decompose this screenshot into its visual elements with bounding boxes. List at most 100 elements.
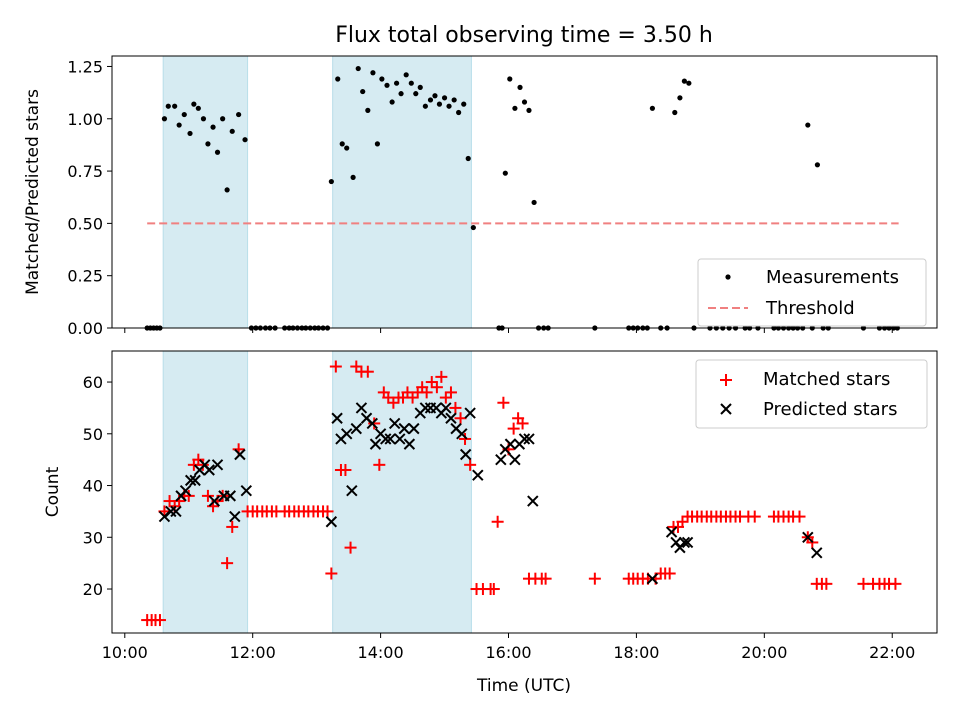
predicted-star-point	[179, 484, 192, 497]
predicted-star-point	[495, 453, 507, 466]
bottom-legend: Matched stars Predicted stars	[695, 359, 928, 429]
measurement-point	[384, 82, 390, 88]
bottom-panel: 20 30 40 50 60 10:00 12:00 14:00 16:00 18:00 20:0…	[43, 350, 938, 696]
bottom-data-points	[141, 360, 902, 627]
predicted-star-point	[350, 422, 363, 435]
matched-star-point	[491, 515, 504, 528]
predicted-star-point	[189, 474, 201, 487]
matched-star-point	[449, 401, 462, 414]
predicted-star-point	[208, 495, 221, 507]
matched-star-point	[153, 614, 166, 627]
predicted-star-point	[456, 428, 468, 440]
measurement-point	[413, 91, 419, 97]
measurement-point	[507, 76, 513, 82]
predicted-star-point	[170, 505, 182, 518]
y-tick-label: 40	[83, 477, 103, 496]
measurement-point	[328, 178, 334, 185]
matched-star-point	[793, 510, 806, 523]
matched-star-point	[373, 458, 386, 471]
matched-star-point	[889, 577, 902, 590]
matched-star-point	[201, 489, 214, 502]
measurement-point	[403, 72, 409, 78]
x-tick-label: 22:00	[869, 643, 915, 662]
measurement-point	[161, 116, 168, 122]
measurement-point	[339, 141, 345, 147]
measurement-point	[214, 149, 221, 155]
legend-predicted-label: Predicted stars	[763, 399, 897, 420]
matched-star-point	[663, 567, 676, 580]
matched-star-point	[182, 489, 195, 502]
predicted-star-point	[234, 448, 246, 461]
top-axes-frame	[111, 55, 938, 329]
predicted-star-point	[203, 464, 215, 476]
bottom-x-ticks: 10:00 12:00 14:00 16:00 18:00 20:00 22:00	[102, 633, 915, 662]
top-legend: Measurements Threshold	[697, 258, 927, 327]
predicted-star-point	[665, 526, 678, 538]
x-tick-label: 12:00	[230, 643, 276, 662]
matched-star-point	[820, 577, 833, 590]
predicted-star-point	[384, 433, 396, 445]
measurement-point	[176, 122, 182, 128]
matched-star-point	[676, 515, 689, 528]
matched-star-point	[321, 505, 334, 518]
predicted-star-point	[398, 422, 410, 435]
matched-star-point	[464, 458, 477, 471]
predicted-star-point	[523, 433, 535, 445]
measurement-point	[210, 124, 216, 130]
predicted-star-point	[366, 417, 378, 430]
matched-star-point	[221, 557, 234, 570]
matched-star-point	[425, 376, 438, 389]
predicted-star-point	[445, 412, 457, 424]
measurement-point	[681, 78, 687, 84]
measurement-point	[350, 174, 356, 180]
predicted-star-point	[325, 516, 338, 528]
y-tick-label: 0.50	[67, 214, 103, 233]
x-tick-label: 10:00	[102, 643, 148, 662]
measurement-point	[344, 145, 350, 151]
predicted-star-point	[369, 438, 382, 450]
measurement-point	[389, 99, 395, 105]
shaded-interval	[332, 55, 472, 329]
matched-star-point	[329, 360, 342, 373]
matched-star-point	[420, 386, 433, 399]
bottom-y-axis-label: Count	[43, 466, 63, 517]
measurement-point	[191, 101, 197, 107]
matched-star-point	[401, 386, 414, 399]
matched-star-point	[516, 417, 529, 430]
measurement-point	[512, 105, 518, 111]
matched-star-point	[435, 370, 448, 383]
measurement-point	[220, 116, 226, 122]
matched-star-point	[339, 464, 352, 477]
predicted-star-point	[408, 422, 420, 435]
bottom-axes-frame	[111, 350, 938, 634]
predicted-star-point	[331, 412, 343, 424]
measurement-point	[456, 109, 462, 116]
measurement-point	[451, 97, 457, 103]
measurement-point	[531, 199, 537, 206]
legend-threshold-label: Threshold	[765, 298, 855, 319]
y-tick-label: 1.25	[67, 57, 103, 76]
predicted-star-point	[240, 484, 253, 497]
matched-star-point	[325, 567, 338, 580]
measurement-point	[417, 84, 423, 90]
legend-measurements-label: Measurements	[766, 267, 899, 288]
measurement-point	[517, 84, 523, 90]
predicted-star-point	[459, 448, 472, 461]
matched-star-point	[439, 391, 452, 404]
x-tick-label: 18:00	[613, 643, 659, 662]
predicted-star-point	[380, 433, 392, 445]
measurement-point	[672, 109, 678, 116]
x-axis-label: Time (UTC)	[476, 676, 571, 696]
matched-star-point	[588, 572, 601, 585]
matched-star-point	[497, 396, 510, 409]
matched-star-point	[350, 360, 363, 373]
y-tick-label: 30	[83, 528, 103, 547]
matched-star-point	[444, 386, 457, 399]
measurement-point	[355, 65, 361, 72]
predicted-star-point	[165, 505, 177, 518]
predicted-star-point	[464, 407, 476, 419]
y-tick-label: 50	[83, 425, 103, 444]
x-tick-label: 16:00	[485, 643, 531, 662]
measurement-point	[365, 107, 371, 113]
measurement-point	[446, 103, 452, 109]
